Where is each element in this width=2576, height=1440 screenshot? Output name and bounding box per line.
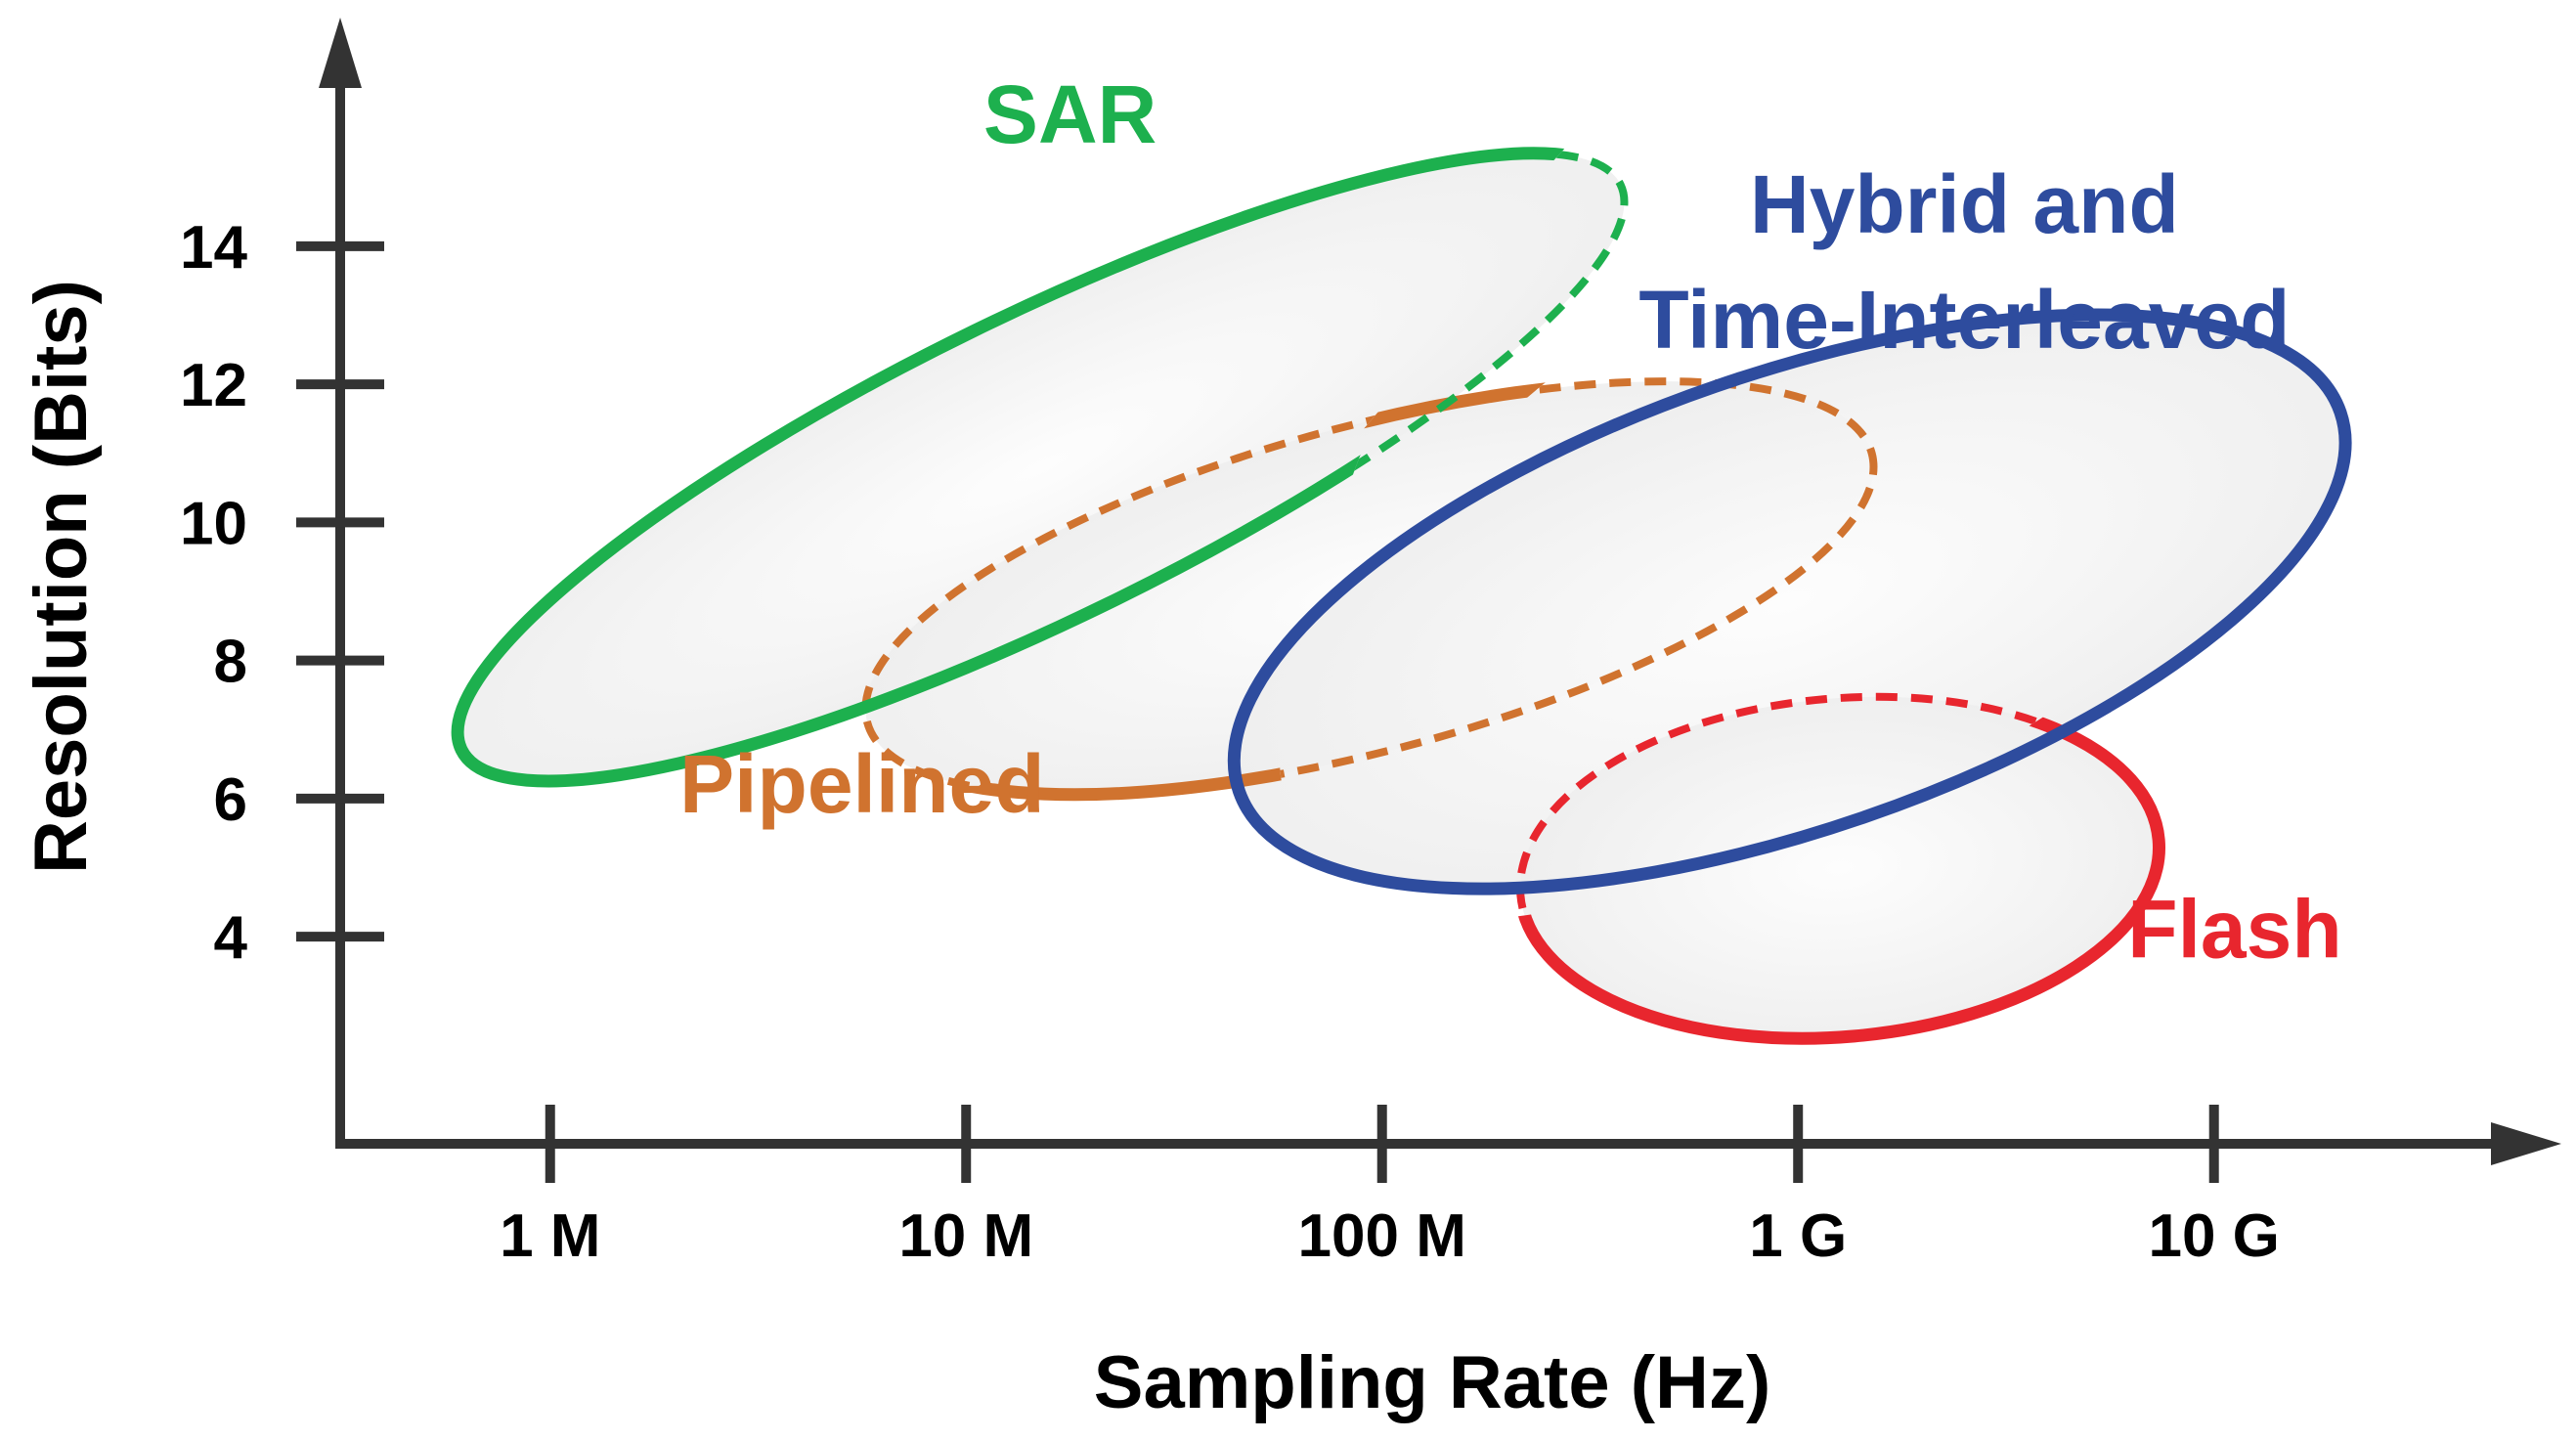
- y-tick-label: 10: [180, 490, 247, 557]
- region-outlines: [451, 147, 2352, 1045]
- x-axis-title: Sampling Rate (Hz): [1094, 1341, 1771, 1424]
- y-axis-title: Resolution (Bits): [20, 280, 103, 874]
- region-label-hybrid-and-time-interleaved-line: Time-Interleaved: [1638, 274, 2290, 366]
- x-tick-label: 100 M: [1298, 1202, 1466, 1270]
- x-tick-label: 10 G: [2148, 1202, 2279, 1270]
- region-label-pipelined: Pipelined: [679, 738, 1044, 830]
- axes: 4 6 8 10 12 14 1 M 10 M 100 M 1 G 10 G: [180, 18, 2561, 1270]
- region-label-hybrid-and-time-interleaved-line: Hybrid and: [1750, 158, 2179, 250]
- y-tick-label: 14: [180, 214, 247, 282]
- region-label-sar: SAR: [983, 68, 1157, 160]
- x-ticks: 1 M 10 M 100 M 1 G 10 G: [500, 1105, 2280, 1270]
- x-tick-label: 1 G: [1749, 1202, 1847, 1270]
- region-fill-sar: [458, 153, 1625, 781]
- y-tick-label: 6: [214, 766, 247, 834]
- region-fill-flash: [1520, 696, 2160, 1039]
- y-axis-arrow: [319, 18, 362, 88]
- x-tick-label: 1 M: [500, 1202, 600, 1270]
- y-tick-label: 4: [214, 904, 248, 972]
- region-fills: [458, 153, 2346, 1039]
- x-axis-arrow: [2491, 1122, 2561, 1165]
- region-outline-dashed-sar: [1200, 149, 1629, 785]
- y-ticks: 4 6 8 10 12 14: [180, 214, 384, 972]
- region-fill-hybrid-and-time-interleaved: [1234, 315, 2346, 890]
- region-labels: SAR Pipelined Hybrid and Time-Interleaved Fl…: [679, 68, 2342, 975]
- region-outline-hybrid-and-time-interleaved: [1227, 308, 2352, 895]
- region-outline-dashed-pipelined: [861, 377, 1878, 799]
- x-tick-label: 10 M: [898, 1202, 1033, 1270]
- y-tick-label: 8: [214, 629, 247, 696]
- y-tick-label: 12: [180, 352, 247, 419]
- region-label-flash: Flash: [2127, 883, 2341, 975]
